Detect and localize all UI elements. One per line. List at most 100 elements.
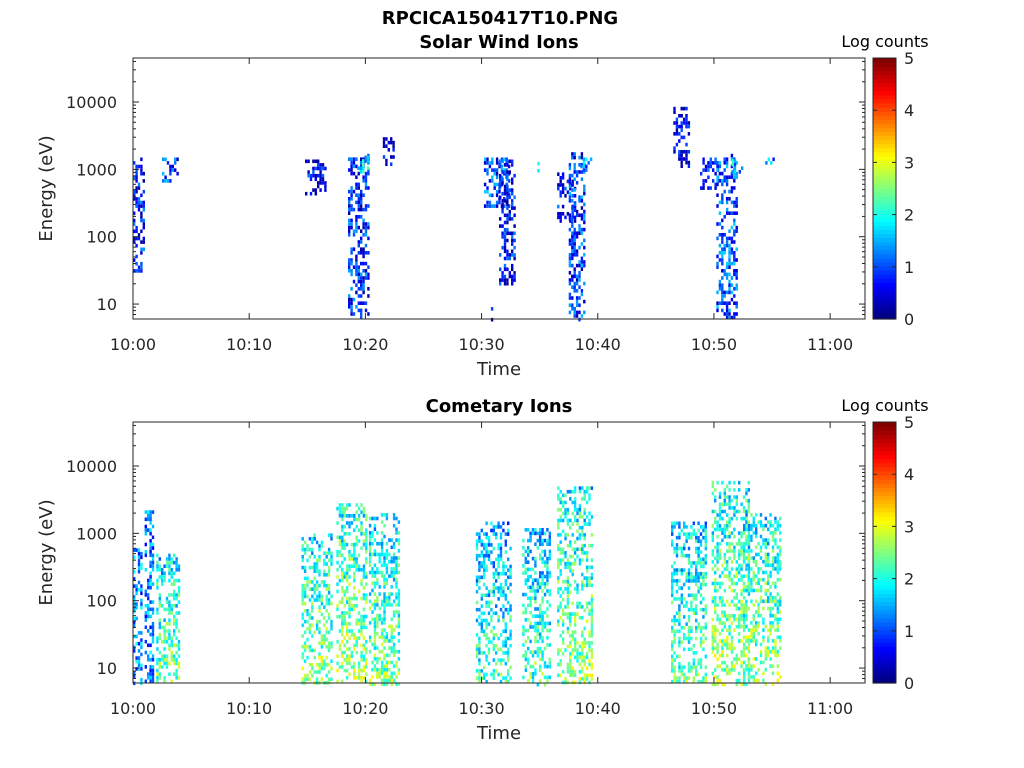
cometary-cell-burst-9 — [702, 625, 705, 630]
cometary-cell-burst-4 — [336, 568, 339, 572]
solar-wind-cell-burst-3 — [360, 308, 363, 313]
cometary-cell-burst-10 — [714, 682, 717, 687]
cometary-cell-burst-2 — [173, 632, 176, 637]
cometary-cell-burst-7 — [522, 675, 525, 680]
cometary-cell-burst-8 — [590, 648, 594, 652]
solar-wind-cell-burst-15 — [721, 218, 724, 223]
cometary-cell-burst-7 — [543, 592, 547, 597]
cometary-cell-burst-8 — [564, 605, 567, 609]
solar-wind-cell-burst-3 — [362, 301, 365, 305]
cometary-cell-burst-2 — [170, 560, 173, 565]
cometary-cell-burst-11 — [745, 667, 748, 672]
cometary-colorbar-segment — [873, 601, 896, 607]
solar-wind-cell-burst-3 — [357, 200, 360, 205]
cometary-cell-burst-1 — [151, 679, 155, 684]
cometary-cell-burst-6 — [507, 672, 510, 677]
cometary-colorbar-tick-label: 3 — [904, 517, 914, 536]
cometary-cell-burst-10 — [742, 574, 746, 579]
cometary-cell-burst-10 — [733, 574, 736, 579]
cometary-colorbar-segment — [873, 470, 896, 476]
cometary-cell-burst-11 — [755, 513, 758, 517]
cometary-cell-burst-6 — [483, 593, 486, 598]
solar-wind-cell-burst-13 — [685, 114, 688, 118]
cometary-cell-burst-8 — [571, 533, 574, 537]
cometary-cell-burst-8 — [573, 547, 577, 552]
cometary-cell-burst-0 — [133, 555, 136, 560]
cometary-cell-burst-1 — [144, 531, 147, 536]
cometary-cell-burst-8 — [576, 507, 579, 512]
cometary-cell-burst-7 — [524, 657, 527, 662]
cometary-cell-burst-6 — [485, 604, 488, 608]
cometary-cell-burst-10 — [723, 491, 726, 496]
cometary-cell-burst-9 — [699, 643, 703, 648]
cometary-cell-burst-9 — [680, 665, 683, 670]
cometary-cell-burst-3 — [320, 666, 324, 671]
cometary-cell-burst-11 — [776, 523, 779, 528]
cometary-cell-burst-10 — [728, 646, 731, 651]
cometary-cell-burst-5 — [368, 621, 372, 625]
cometary-cell-burst-11 — [750, 513, 753, 517]
solar-wind-cell-burst-0 — [142, 225, 145, 230]
cometary-cell-burst-10 — [730, 588, 734, 593]
cometary-cell-burst-3 — [325, 673, 328, 678]
cometary-cell-burst-6 — [502, 521, 505, 526]
cometary-cell-burst-11 — [747, 628, 751, 632]
cometary-cell-burst-7 — [539, 538, 542, 543]
cometary-cell-burst-5 — [385, 567, 389, 571]
cometary-colorbar-segment — [873, 585, 896, 590]
cometary-cell-burst-9 — [690, 561, 693, 565]
cometary-cell-burst-10 — [721, 563, 724, 568]
cometary-cell-burst-7 — [527, 636, 530, 640]
cometary-cell-burst-7 — [527, 553, 530, 557]
cometary-cell-burst-1 — [147, 672, 150, 676]
cometary-cell-burst-7 — [539, 668, 542, 672]
cometary-cell-burst-11 — [759, 556, 763, 560]
cometary-cell-burst-5 — [376, 667, 379, 672]
cometary-cell-burst-10 — [726, 671, 729, 676]
cometary-cell-burst-11 — [767, 639, 770, 643]
cometary-cell-burst-11 — [755, 639, 758, 643]
solar-wind-cell-burst-15 — [730, 261, 734, 266]
cometary-cell-burst-10 — [723, 498, 726, 503]
cometary-cell-burst-5 — [395, 595, 398, 600]
cometary-cell-burst-2 — [173, 618, 176, 622]
cometary-cell-burst-3 — [313, 576, 316, 581]
cometary-cell-burst-10 — [733, 581, 736, 586]
cometary-cell-burst-8 — [588, 648, 591, 652]
solar-wind-cell-burst-3 — [348, 218, 351, 223]
cometary-cell-burst-8 — [561, 630, 565, 634]
cometary-cell-burst-8 — [588, 608, 591, 613]
cometary-cell-burst-11 — [771, 671, 775, 676]
cometary-cell-burst-5 — [376, 660, 379, 665]
cometary-cell-burst-9 — [699, 543, 703, 547]
solar-wind-cell-burst-15 — [733, 218, 736, 223]
cometary-cell-burst-4 — [357, 672, 361, 676]
solar-wind-cell-burst-7 — [498, 189, 501, 194]
cometary-cell-burst-10 — [714, 570, 717, 575]
solar-wind-cell-burst-15 — [733, 233, 736, 237]
cometary-cell-burst-8 — [576, 554, 579, 559]
cometary-cell-burst-10 — [714, 606, 717, 611]
cometary-cell-burst-10 — [711, 596, 714, 600]
solar-wind-cell-burst-8 — [511, 181, 514, 185]
cometary-cell-burst-8 — [585, 565, 589, 570]
cometary-cell-burst-9 — [687, 546, 691, 551]
cometary-cell-burst-2 — [177, 589, 181, 594]
cometary-cell-burst-4 — [345, 514, 349, 518]
solar-wind-cell-burst-15 — [723, 251, 726, 255]
cometary-cell-burst-10 — [747, 498, 750, 503]
cometary-cell-burst-11 — [776, 545, 779, 550]
solar-wind-cell-burst-15 — [718, 258, 722, 262]
solar-wind-cell-burst-11 — [580, 231, 584, 235]
cometary-cell-burst-6 — [492, 672, 495, 677]
solar-wind-cell-burst-8 — [499, 253, 502, 257]
cometary-cell-burst-9 — [695, 618, 698, 623]
cometary-cell-burst-11 — [779, 523, 782, 528]
cometary-colorbar-segment — [873, 454, 896, 460]
cometary-cell-burst-4 — [348, 636, 351, 640]
cometary-cell-burst-7 — [548, 574, 551, 579]
solar-wind-cell-burst-3 — [348, 297, 351, 302]
cometary-cell-burst-10 — [714, 624, 717, 629]
cometary-cell-burst-8 — [581, 615, 584, 620]
cometary-cell-burst-3 — [315, 619, 319, 624]
